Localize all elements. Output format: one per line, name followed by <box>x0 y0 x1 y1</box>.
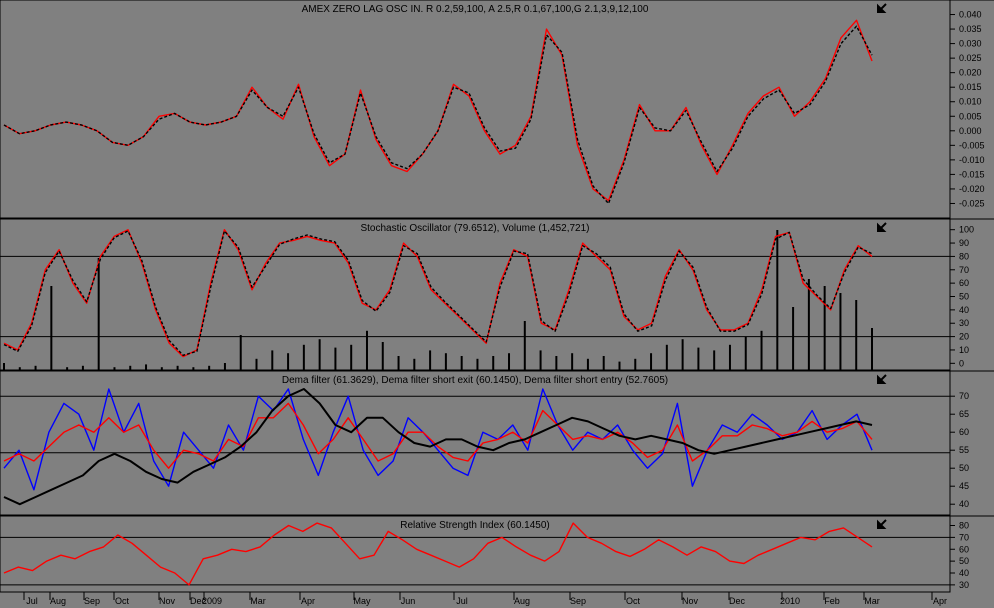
x-tick-label: Mar <box>250 596 266 606</box>
panel-title: AMEX ZERO LAG OSC IN. R 0.2,59,100, A 2.… <box>302 4 649 15</box>
y-tick-label: 20 <box>959 332 969 342</box>
x-tick-label: Nov <box>159 596 176 606</box>
y-tick-label: 60 <box>959 278 969 288</box>
y-tick-label: -0.020 <box>959 184 985 194</box>
y-tick-label: 90 <box>959 238 969 248</box>
y-tick-label: 0.000 <box>959 126 982 136</box>
y-tick-label: -0.015 <box>959 169 985 179</box>
x-tick-label: Sep <box>84 596 100 606</box>
panel-title: Relative Strength Index (60.1450) <box>400 520 550 531</box>
chart-panels: 0.040 0.035 0.030 0.025 0.020 0.015 0.010 0.005… <box>0 0 994 593</box>
y-tick-label: 70 <box>959 265 969 275</box>
x-tick-label: Jul <box>456 596 468 606</box>
y-tick-label: 10 <box>959 345 969 355</box>
x-tick-label: Jun <box>401 596 416 606</box>
y-tick-label: 30 <box>959 318 969 328</box>
series-line-2 <box>3 25 873 205</box>
y-tick-label: 40 <box>959 499 969 509</box>
arrow-marker-icon <box>877 3 887 13</box>
x-tick-label: 2009 <box>202 596 222 606</box>
arrow-marker-icon <box>877 222 887 232</box>
y-tick-label: 65 <box>959 409 969 419</box>
x-tick-label: Feb <box>824 596 840 606</box>
x-tick-label: 2010 <box>780 596 800 606</box>
y-tick-label: 0.035 <box>959 24 982 34</box>
arrow-marker-icon <box>877 374 887 384</box>
x-tick-label: Oct <box>115 596 130 606</box>
y-tick-label: 60 <box>959 544 969 554</box>
y-tick-label: 45 <box>959 481 969 491</box>
x-tick-label: Oct <box>626 596 641 606</box>
panel-title: Dema filter (61.3629), Dema filter short… <box>282 375 668 386</box>
series-line-2 <box>3 402 873 469</box>
y-tick-label: 40 <box>959 568 969 578</box>
y-tick-label: 80 <box>959 521 969 531</box>
panel-title: Stochastic Oscillator (79.6512), Volume … <box>360 223 589 234</box>
x-tick-label: Aug <box>514 596 530 606</box>
y-tick-label: 0.040 <box>959 10 982 20</box>
series-line-1 <box>3 19 873 202</box>
y-tick-label: 100 <box>959 225 974 235</box>
series-line-3 <box>3 388 873 506</box>
y-tick-label: -0.005 <box>959 140 985 150</box>
x-tick-label: Apr <box>933 596 947 606</box>
x-tick-label: Dec <box>729 596 746 606</box>
x-tick-label: Mar <box>864 596 880 606</box>
y-tick-label: 50 <box>959 463 969 473</box>
series-line-1 <box>3 228 873 358</box>
x-tick-label: Dec <box>190 596 207 606</box>
y-tick-label: 55 <box>959 445 969 455</box>
y-tick-label: 30 <box>959 580 969 590</box>
y-tick-label: 0.030 <box>959 39 982 49</box>
y-tick-label: 50 <box>959 556 969 566</box>
panel-frame <box>0 218 951 371</box>
x-tick-label: Sep <box>570 596 586 606</box>
panel-frame <box>0 370 951 516</box>
y-tick-label: 70 <box>959 391 969 401</box>
arrow-marker-icon <box>877 519 887 529</box>
y-tick-label: 0.020 <box>959 68 982 78</box>
series-line-2 <box>3 230 873 356</box>
y-tick-label: 70 <box>959 532 969 542</box>
x-tick-label: Aug <box>50 596 66 606</box>
panel-3: 70 65 60 55 50 45 40 Dema filter (61.3629), Dem… <box>0 370 994 516</box>
y-tick-label: 50 <box>959 292 969 302</box>
y-tick-label: 60 <box>959 427 969 437</box>
y-tick-label: 0.025 <box>959 53 982 63</box>
panel-1: 0.040 0.035 0.030 0.025 0.020 0.015 0.010 0.005… <box>0 0 994 219</box>
y-tick-label: -0.010 <box>959 155 985 165</box>
y-tick-label: 40 <box>959 305 969 315</box>
x-tick-label: Jul <box>26 596 38 606</box>
y-tick-label: 0.015 <box>959 82 982 92</box>
panel-frame <box>0 0 951 219</box>
y-tick-label: 80 <box>959 251 969 261</box>
x-tick-label: Apr <box>301 596 315 606</box>
y-tick-label: 0 <box>959 358 964 368</box>
y-tick-label: 0.005 <box>959 111 982 121</box>
y-tick-label: 0.010 <box>959 97 982 107</box>
series-line-1 <box>3 388 873 491</box>
series-line-1 <box>3 522 873 586</box>
x-tick-label: Nov <box>682 596 699 606</box>
x-tick-label: May <box>353 596 371 606</box>
y-tick-label: -0.025 <box>959 198 985 208</box>
